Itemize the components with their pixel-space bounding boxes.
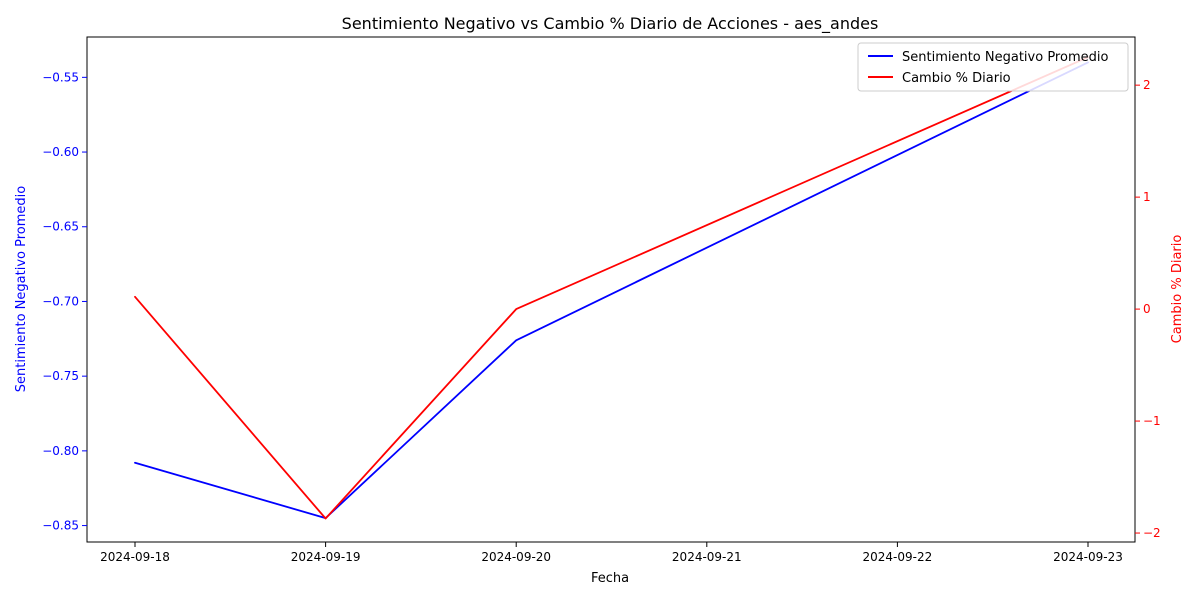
series-layer <box>134 56 1089 520</box>
left-y-tick-label: −0.80 <box>42 444 79 458</box>
series-line-daily-change <box>134 56 1089 520</box>
x-tick-label: 2024-09-18 <box>100 550 170 564</box>
x-axis-label: Fecha <box>591 571 629 586</box>
left-y-tick-label: −0.75 <box>42 369 79 383</box>
legend: Sentimiento Negativo Promedio Cambio % D… <box>857 42 1129 92</box>
right-y-tick-label: 0 <box>1143 302 1151 316</box>
left-y-tick-label: −0.85 <box>42 519 79 533</box>
chart-title: Sentimiento Negativo vs Cambio % Diario … <box>342 14 879 34</box>
series-line-sentiment <box>134 61 1089 519</box>
legend-label-change: Cambio % Diario <box>902 71 1011 86</box>
legend-label-sentiment: Sentimiento Negativo Promedio <box>902 50 1108 65</box>
right-y-axis-label: Cambio % Diario <box>1170 235 1185 344</box>
right-y-tick-label: −2 <box>1143 526 1161 540</box>
axes-frame <box>86 36 1136 543</box>
legend-box <box>857 42 1129 92</box>
left-y-axis-label: Sentimiento Negativo Promedio <box>14 186 29 392</box>
left-y-tick-label: −0.55 <box>42 70 79 84</box>
right-y-tick-label: 2 <box>1143 78 1151 92</box>
x-tick-label: 2024-09-22 <box>863 550 933 564</box>
left-y-tick-label: −0.65 <box>42 220 79 234</box>
right-y-tick-label: −1 <box>1143 414 1161 428</box>
x-tick-label: 2024-09-23 <box>1053 550 1123 564</box>
x-tick-label: 2024-09-19 <box>291 550 361 564</box>
x-tick-label: 2024-09-21 <box>672 550 742 564</box>
axes-layer: 2024-09-18 2024-09-19 2024-09-20 2024-09-21… <box>42 36 1161 564</box>
right-y-tick-label: 1 <box>1143 190 1151 204</box>
left-y-tick-label: −0.70 <box>42 294 79 308</box>
left-y-tick-label: −0.60 <box>42 145 79 159</box>
x-tick-label: 2024-09-20 <box>481 550 551 564</box>
